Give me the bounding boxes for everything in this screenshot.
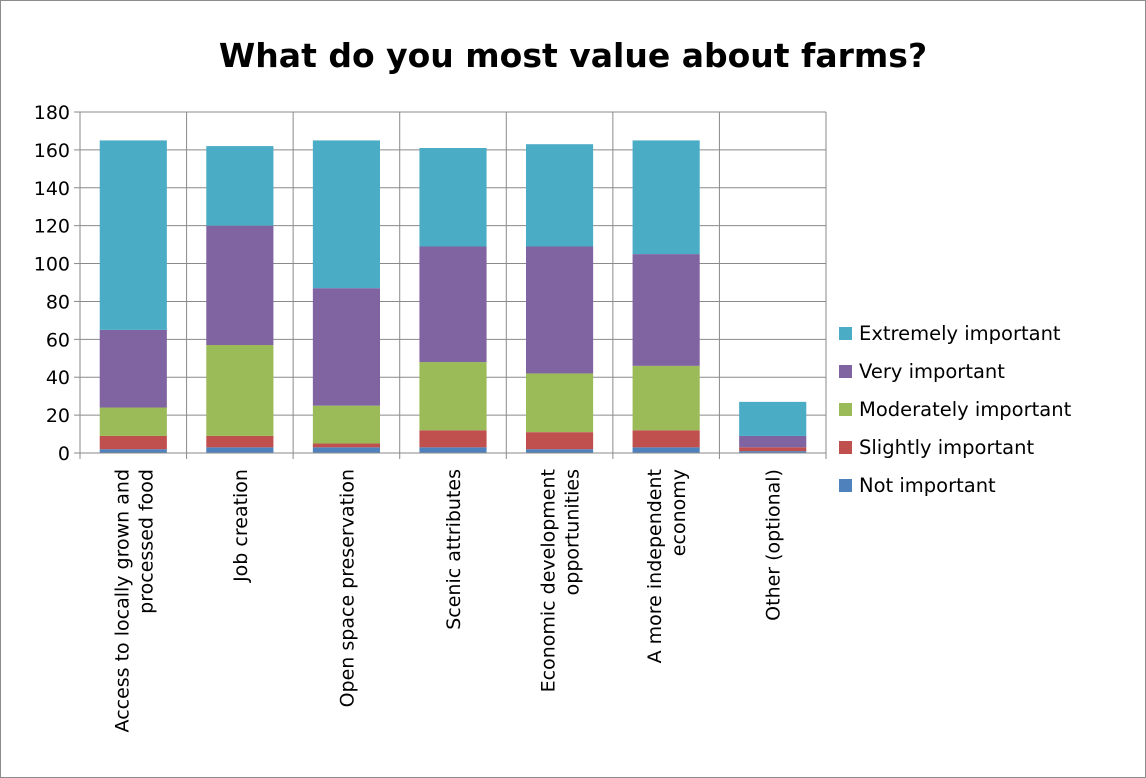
bar-segment	[526, 449, 594, 453]
bar-segment	[312, 288, 380, 406]
x-category-label: economy	[668, 469, 690, 556]
bar-segment	[739, 451, 807, 453]
y-tick-label: 100	[34, 254, 70, 276]
x-category-label: Access to locally grown and	[111, 469, 133, 732]
bar-segment	[419, 246, 487, 363]
bar-segment	[312, 140, 380, 289]
x-category-label: opportunities	[562, 469, 584, 595]
legend-swatch	[839, 479, 852, 492]
x-category-label: A more independent	[644, 469, 666, 663]
bar-segment	[632, 447, 700, 453]
chart-title: What do you most value about farms?	[219, 36, 927, 75]
y-tick-label: 140	[34, 178, 70, 200]
bar-segment	[419, 147, 487, 247]
bar-segment	[99, 407, 167, 436]
y-tick-label: 160	[34, 140, 70, 162]
bars	[99, 140, 807, 453]
legend: Extremely important Very important Moderat…	[839, 322, 1072, 497]
bar-segment	[99, 140, 167, 330]
x-category-label: Scenic attributes	[443, 469, 465, 630]
bar-segment	[206, 447, 274, 453]
bar-segment	[312, 447, 380, 453]
bar-segment	[526, 432, 594, 450]
y-tick-label: 80	[46, 291, 70, 313]
legend-swatch	[839, 327, 852, 340]
bar-segment	[206, 146, 274, 226]
legend-swatch	[839, 403, 852, 416]
bar-segment	[526, 246, 594, 374]
x-category-label: processed food	[135, 469, 157, 614]
bar-segment	[419, 362, 487, 431]
legend-swatch	[839, 441, 852, 454]
bar-segment	[206, 225, 274, 346]
y-tick-label: 60	[46, 329, 70, 351]
bar-segment	[739, 447, 807, 452]
x-axis-categories: Access to locally grown and processed foo…	[111, 469, 784, 732]
y-tick-label: 180	[34, 102, 70, 124]
bar-segment	[99, 329, 167, 408]
bar-segment	[419, 430, 487, 448]
y-tick-label: 0	[58, 443, 70, 465]
y-tick-label: 120	[34, 216, 70, 238]
legend-label: Extremely important	[859, 322, 1061, 345]
y-tick-label: 40	[46, 367, 70, 389]
bar-segment	[312, 443, 380, 448]
bar-segment	[312, 405, 380, 444]
x-category-label: Open space preservation	[336, 469, 358, 707]
y-tick-label: 20	[46, 405, 70, 427]
bar-segment	[632, 254, 700, 366]
bar-segment	[526, 373, 594, 433]
axes	[74, 111, 827, 459]
legend-label: Moderately important	[859, 398, 1072, 421]
bar-segment	[632, 430, 700, 448]
bar-segment	[739, 401, 807, 436]
bar-segment	[739, 435, 807, 448]
bar-segment	[99, 435, 167, 450]
bar-segment	[419, 447, 487, 453]
bar-segment	[206, 345, 274, 436]
bar-segment	[632, 365, 700, 431]
x-category-label: Job creation	[230, 469, 252, 583]
legend-label: Very important	[859, 360, 1005, 383]
bar-segment	[526, 144, 594, 247]
bar-segment	[99, 449, 167, 453]
x-category-label: Other (optional)	[763, 469, 785, 621]
legend-label: Slightly important	[859, 436, 1034, 459]
x-category-label: Economic development	[538, 469, 560, 692]
legend-swatch	[839, 365, 852, 378]
bar-segment	[632, 140, 700, 255]
y-axis-ticks: 0 20 40 60 80 100 120 140 160 180	[34, 102, 70, 465]
bar-segment	[206, 435, 274, 448]
legend-label: Not important	[859, 474, 996, 497]
